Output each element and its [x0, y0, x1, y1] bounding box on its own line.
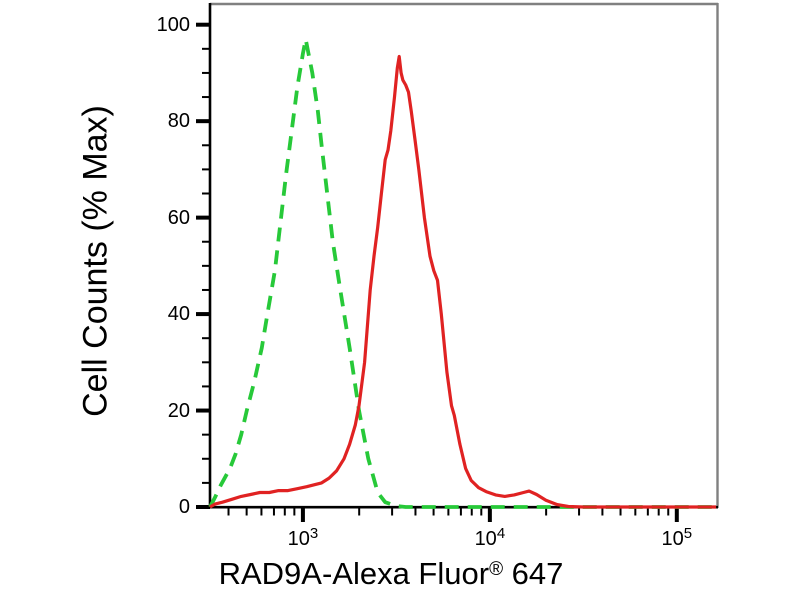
series-red-solid-curve [209, 54, 717, 509]
y-tick-label-20: 20 [167, 399, 190, 422]
x-tick-label-10e4: 104 [475, 523, 506, 550]
series-green-dashed-curve [208, 37, 717, 509]
x-tick-label-10e3: 103 [288, 523, 319, 550]
y-tick-label-100: 100 [156, 13, 190, 36]
x-axis-title-suffix: 647 [503, 556, 564, 591]
y-tick-label-40: 40 [167, 303, 190, 326]
x-axis-title-base: RAD9A-Alexa Fluor [218, 556, 490, 591]
x-tick-mantissa: 10 [661, 528, 684, 550]
x-tick-exponent: 3 [309, 525, 319, 542]
x-axis-title: RAD9A-Alexa Fluor® 647 [219, 556, 564, 592]
x-tick-mantissa: 10 [474, 528, 497, 550]
x-tick-exponent: 4 [496, 525, 506, 542]
y-axis-title: Cell Counts (% Max) [76, 105, 115, 417]
y-tick-label-0: 0 [178, 496, 190, 518]
y-tick-label-60: 60 [167, 206, 190, 229]
x-tick-mantissa: 10 [287, 528, 310, 550]
registered-trademark-icon: ® [489, 559, 504, 580]
x-tick-label-10e5: 105 [662, 523, 693, 550]
x-tick-exponent: 5 [683, 525, 693, 542]
y-tick-label-80: 80 [167, 110, 190, 133]
